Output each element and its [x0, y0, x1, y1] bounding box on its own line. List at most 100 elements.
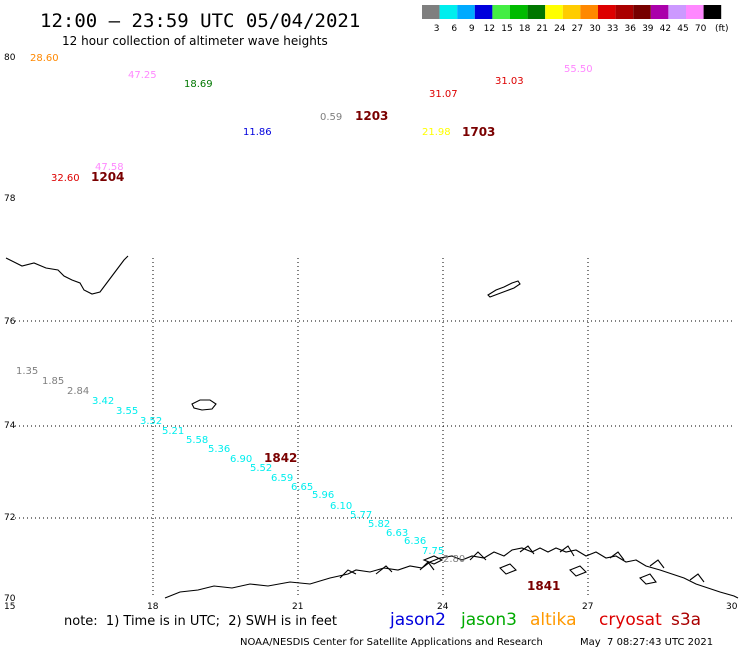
- legend-swatch: [633, 5, 651, 19]
- pass-time: 1841: [527, 579, 560, 593]
- swh-reading: 5.36: [208, 444, 230, 455]
- satellite-s3a: s3a: [671, 610, 701, 630]
- swh-reading: 1.35: [16, 366, 38, 377]
- footer-credit: NOAA/NESDIS Center for Satellite Applica…: [240, 637, 543, 648]
- swh-reading: 32.60: [51, 173, 80, 184]
- norway-islands: [422, 555, 657, 585]
- swh-reading: 2.84: [67, 386, 89, 397]
- swh-reading: 11.86: [243, 127, 272, 138]
- lat-label-80: 80: [4, 53, 16, 63]
- lat-label-70: 70: [4, 594, 16, 604]
- legend-swatch: [492, 5, 510, 19]
- legend-swatch: [457, 5, 475, 19]
- swh-reading: 6.59: [271, 473, 293, 484]
- pass-time: 1203: [355, 109, 388, 123]
- swh-reading: 6.90: [230, 454, 252, 465]
- legend-swatch: [527, 5, 546, 19]
- swh-reading: 28.60: [30, 53, 59, 64]
- swh-reading: 31.03: [495, 76, 524, 87]
- legend-swatch: [422, 5, 440, 19]
- legend-tick-label: 24: [554, 24, 566, 34]
- swh-reading: 18.69: [184, 79, 213, 90]
- legend-tick-label: 33: [607, 24, 618, 34]
- lon-label-18: 18: [147, 602, 159, 612]
- swh-reading: 6.63: [386, 528, 408, 539]
- satellite-cryosat: cryosat: [599, 610, 662, 630]
- swh-reading: 47.25: [128, 70, 157, 81]
- swh-reading: 2.80: [443, 554, 465, 565]
- color-scale-legend: 3 6 9 12 15 18 21 24 27 30 33 36 39 42 45 70: [422, 5, 722, 34]
- legend-swatch: [650, 5, 669, 19]
- graticule: [15, 258, 735, 598]
- map-subtitle: 12 hour collection of altimeter wave hei…: [62, 34, 328, 48]
- legend-swatch: [562, 5, 581, 19]
- legend-tick-label: 6: [451, 24, 457, 34]
- pass-time: 1703: [462, 125, 495, 139]
- legend-swatch: [668, 5, 686, 19]
- lat-label-74: 74: [4, 421, 16, 431]
- swh-reading: 3.55: [116, 406, 138, 417]
- satellite-jason2: jason2: [389, 610, 446, 630]
- lon-label-27: 27: [582, 602, 593, 612]
- swh-reading: 0.59: [320, 112, 342, 123]
- satellite-jason3: jason3: [460, 610, 517, 630]
- wave-height-readings: 28.60 47.25 18.69 0.59 11.86 31.07 31.03…: [16, 53, 593, 565]
- swh-reading: 5.82: [368, 519, 390, 530]
- legend-swatch: [510, 5, 528, 19]
- norway-fjords: [339, 545, 705, 583]
- legend-swatch: [474, 5, 493, 19]
- map-title: 12:00 — 23:59 UTC 05/04/2021: [40, 10, 360, 32]
- swh-reading: 5.21: [162, 426, 184, 437]
- legend-tick-label: 12: [484, 24, 495, 34]
- lon-label-21: 21: [292, 602, 303, 612]
- pass-time: 1842: [264, 451, 297, 465]
- swh-reading: 3.42: [92, 396, 114, 407]
- legend-tick-label: 15: [501, 24, 512, 34]
- swh-reading: 5.52: [250, 463, 272, 474]
- legend-swatch: [598, 5, 616, 19]
- swh-reading: 5.58: [186, 435, 208, 446]
- legend-swatch: [686, 5, 704, 19]
- legend-swatch: [580, 5, 598, 19]
- lon-label-15: 15: [4, 602, 15, 612]
- lat-label-76: 76: [4, 317, 16, 327]
- legend-tick-label: 21: [536, 24, 547, 34]
- kong-karls-land: [487, 280, 521, 298]
- swh-reading: 1.85: [42, 376, 64, 387]
- footer-note: note: 1) Time is in UTC; 2) SWH is in fe…: [64, 614, 337, 629]
- swh-reading: 6.36: [404, 536, 426, 547]
- legend-tick-label: 9: [469, 24, 475, 34]
- swh-reading: 5.96: [312, 490, 334, 501]
- lon-label-30: 30: [726, 602, 738, 612]
- legend-tick-label: 18: [519, 24, 531, 34]
- swh-reading: 5.77: [350, 510, 372, 521]
- lon-label-24: 24: [437, 602, 449, 612]
- legend-swatch: [615, 5, 634, 19]
- footer-generated: May 7 08:27:43 UTC 2021: [580, 637, 713, 648]
- swh-reading: 55.50: [564, 64, 593, 75]
- swh-reading: 3.52: [140, 416, 162, 427]
- satellite-altika: altika: [530, 610, 577, 630]
- legend-tick-label: 36: [624, 24, 636, 34]
- legend-tick-label: 27: [572, 24, 583, 34]
- lat-label-72: 72: [4, 513, 15, 523]
- legend-tick-label: 3: [434, 24, 440, 34]
- swh-reading: 31.07: [429, 89, 458, 100]
- lat-label-78: 78: [4, 194, 16, 204]
- norway-coast: [164, 547, 739, 599]
- legend-swatch: [545, 5, 563, 19]
- legend-tick-label: 30: [589, 24, 601, 34]
- legend-tick-label: 42: [660, 24, 671, 34]
- legend-tick-label: 39: [642, 24, 654, 34]
- pass-time: 1204: [91, 170, 124, 184]
- bear-island: [191, 399, 217, 411]
- swh-reading: 47.58: [95, 162, 124, 173]
- legend-unit: (ft): [715, 24, 729, 34]
- legend-tick-label: 45: [677, 24, 688, 34]
- legend-swatch: [703, 5, 722, 19]
- legend-tick-label: 70: [695, 24, 707, 34]
- swh-reading: 6.10: [330, 501, 352, 512]
- coastline: [5, 255, 739, 599]
- legend-swatch: [439, 5, 458, 19]
